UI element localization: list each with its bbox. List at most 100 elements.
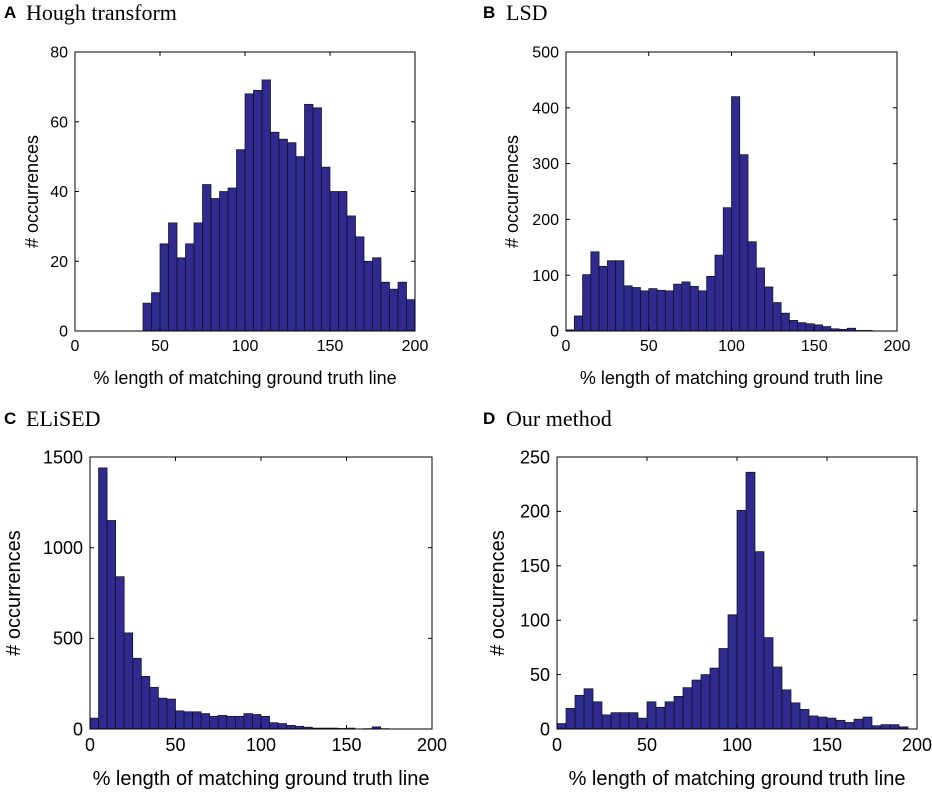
panel-c-xlabel: % length of matching ground truth line	[93, 768, 430, 790]
panel-b-bar	[764, 286, 774, 332]
panel-c-xtick-label: 100	[246, 735, 276, 755]
panel-b-ytick-label: 100	[532, 268, 559, 285]
panel-b-xtick-label: 150	[801, 338, 828, 355]
panel-a-plot: 0 50 100 150 200 0 20 40 60 80 % length of matchin…	[22, 45, 428, 388]
panel-c-bar	[183, 711, 193, 730]
panel-a-bar	[295, 156, 305, 332]
panel-b-bar	[722, 207, 732, 332]
panel-c-ytick-label: 1500	[43, 447, 83, 467]
panel-c-ytick-label: 1000	[43, 538, 83, 558]
panel-c-bar	[252, 714, 262, 730]
panel-b-bar	[755, 267, 765, 332]
panel-a-bar	[372, 257, 382, 332]
panel-c-bar	[140, 676, 151, 730]
panel-c-bar	[200, 713, 211, 730]
panel-b-bar	[706, 275, 716, 332]
panel-d-bar	[709, 667, 720, 730]
panel-b-plot: 0 50 100 150 200 0 100 200 300 400 500 % length of …	[502, 45, 910, 388]
panel-b-bar	[673, 283, 683, 332]
panel-d-bar	[592, 701, 603, 730]
panel-b-letter: B	[483, 3, 495, 22]
panel-a-bar	[244, 93, 254, 332]
panel-d-bar	[682, 687, 693, 730]
panel-b-bar	[780, 312, 790, 332]
panel-d-bar	[880, 724, 891, 730]
panel-b-xtick-label: 100	[718, 338, 745, 355]
panel-b-ytick-label: 0	[550, 324, 559, 341]
panel-a-bar	[270, 131, 280, 332]
panel-b-bar	[731, 96, 741, 332]
panel-b-bar	[615, 260, 625, 332]
panel-b-bar	[648, 288, 658, 332]
panel-b-bar	[664, 290, 674, 332]
panel-d-ytick-label: 150	[520, 556, 550, 576]
panel-a-xtick-label: 150	[317, 338, 344, 355]
panel-a-ytick-label: 60	[50, 114, 68, 131]
panel-b-bar	[747, 241, 757, 332]
panel-b-bar	[789, 320, 799, 332]
panel-d-bar	[763, 637, 774, 730]
panel-d-ytick-label: 250	[520, 447, 550, 467]
panel-a-bar	[193, 222, 203, 332]
panel-a-bar	[355, 236, 365, 332]
panel-a-bar	[159, 243, 169, 332]
panel-b-ytick-label: 500	[532, 45, 559, 62]
panel-c-bar	[115, 576, 125, 730]
panel-a-bar	[389, 288, 399, 332]
panel-a-xtick-label: 200	[402, 338, 429, 355]
panel-d-bar	[556, 723, 567, 730]
panel-d-bar	[862, 716, 873, 730]
panel-b-bar	[631, 287, 641, 332]
panel-b-bar	[813, 324, 823, 332]
panel-d-bar	[745, 471, 756, 730]
panel-c-bar	[260, 715, 270, 730]
panel-a-ytick-label: 40	[50, 184, 68, 201]
panel-c-plot: 0 50 100 150 200 0 500 1000 1500 % length of matc…	[3, 447, 447, 790]
panel-a: A Hough transform 0 50 100 150 200 0 20 40 60 80%…	[4, 0, 428, 388]
panel-a-bar	[236, 149, 246, 332]
panel-c-bar	[106, 520, 116, 730]
panel-a-bar	[321, 166, 331, 332]
panel-a-bar	[227, 187, 237, 332]
panel-d-bar	[601, 714, 612, 730]
panel-c-title: ELiSED	[26, 406, 101, 431]
panel-d-bar	[853, 718, 864, 730]
panel-d-bar	[628, 712, 639, 730]
panel-d-bar	[619, 712, 630, 730]
panel-c-ylabel: # occurrences	[3, 530, 25, 656]
panel-c-xtick-label: 50	[165, 735, 185, 755]
panel-d-ytick-label: 50	[530, 665, 550, 685]
panel-b-bar	[590, 251, 600, 332]
panel-d-bar	[610, 712, 621, 730]
panel-c-bar	[132, 657, 142, 730]
panel-d-letter: D	[483, 409, 495, 428]
panel-a-bar	[312, 107, 322, 332]
panel-a-title: Hough transform	[26, 0, 177, 25]
panel-d-xtick-label: 200	[902, 735, 932, 755]
panel-c-ytick-label: 0	[73, 719, 83, 739]
panel-c-bar	[277, 723, 288, 730]
panel-b-xlabel: % length of matching ground truth line	[580, 368, 883, 388]
panel-a-bar	[304, 103, 314, 332]
panel-c-bar	[269, 722, 279, 730]
panel-d-bar	[817, 716, 828, 730]
panel-d-ytick-label: 100	[520, 611, 550, 631]
panel-a-xtick-label: 50	[151, 338, 169, 355]
panel-b-bar	[772, 302, 782, 332]
panel-a-bar	[202, 184, 212, 332]
panel-c-bar	[226, 715, 236, 730]
panel-a-xtick-label: 100	[232, 338, 259, 355]
panel-a-bar	[151, 292, 161, 332]
panel-d: D Our method 0 50 100 150 200 0 50 100 150 200 250…	[483, 406, 932, 790]
panel-d-title: Our method	[506, 406, 612, 431]
panel-c-bar	[192, 711, 202, 730]
panel-c-bar	[286, 725, 296, 730]
panel-c-bar	[243, 713, 253, 730]
panel-c-bar	[158, 697, 168, 730]
panel-d-bar	[673, 696, 684, 730]
panel-b-bar	[607, 260, 616, 332]
panel-b-bar	[582, 274, 592, 332]
panel-c-bar	[166, 698, 176, 730]
panel-b-bar	[822, 326, 832, 332]
